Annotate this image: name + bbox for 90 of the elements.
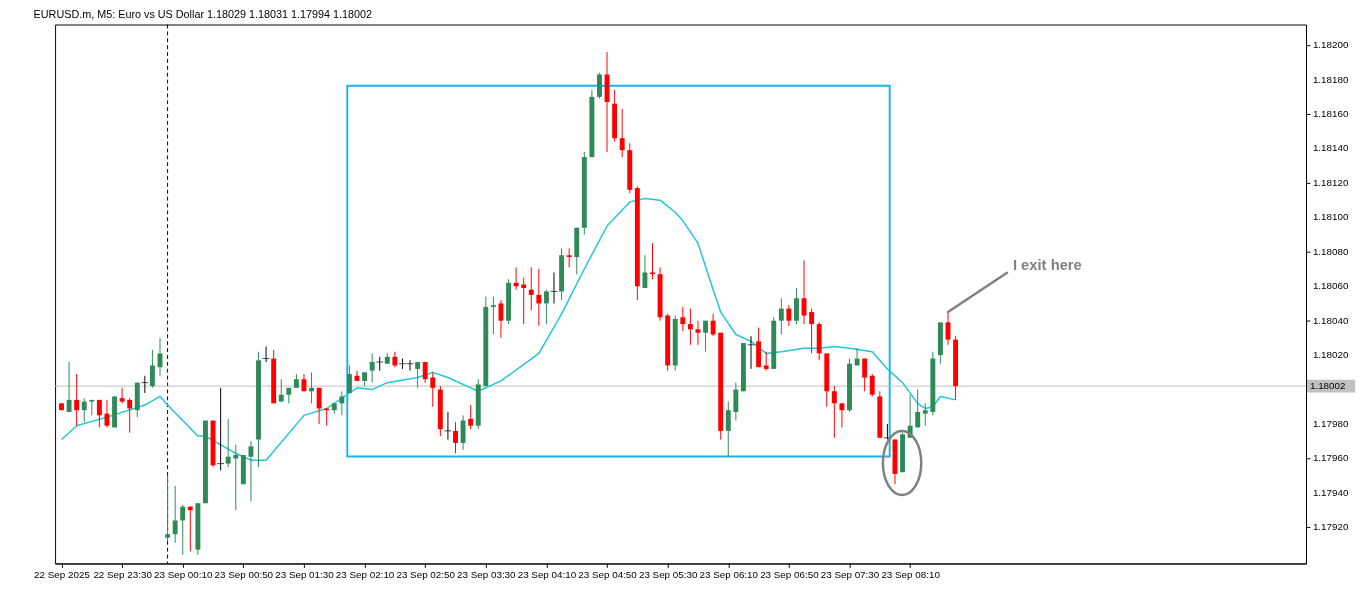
candlestick xyxy=(430,371,436,408)
x-tick-label: 23 Sep 07:30 xyxy=(820,568,880,580)
candlestick xyxy=(392,351,398,368)
candlestick xyxy=(217,387,225,471)
candlestick xyxy=(778,297,784,335)
candlestick xyxy=(733,382,739,422)
x-tick-label: 23 Sep 00:10 xyxy=(153,568,213,580)
candlestick xyxy=(725,401,731,458)
candlestick xyxy=(66,361,72,413)
x-tick-label: 23 Sep 00:50 xyxy=(214,568,274,580)
x-tick-label: 23 Sep 06:50 xyxy=(760,568,820,580)
y-tick-label: 1.18040 xyxy=(1312,314,1349,326)
y-tick-label: 1.17960 xyxy=(1312,452,1349,464)
candlestick xyxy=(369,352,375,384)
line-series xyxy=(60,197,957,461)
x-tick-label: 23 Sep 02:50 xyxy=(396,568,456,580)
candlestick xyxy=(922,402,928,427)
candlestick xyxy=(339,390,345,416)
candlestick xyxy=(680,306,686,332)
annotation: I exit here xyxy=(1012,256,1082,273)
candlestick xyxy=(346,364,352,394)
candlestick xyxy=(801,259,807,325)
candlestick xyxy=(490,296,496,335)
candlestick xyxy=(650,242,655,280)
candlestick xyxy=(180,504,186,556)
candlestick xyxy=(687,308,693,346)
candlestick xyxy=(468,404,474,430)
candlestick xyxy=(862,358,868,392)
candlestick xyxy=(278,378,284,403)
candlestick xyxy=(444,411,452,440)
chart-title: EURUSD.m, M5: Euro vs US Dollar 1.18029 1.18031 1.17994 1.18002 xyxy=(33,8,373,21)
candlestick xyxy=(453,421,458,454)
candlestick xyxy=(460,414,466,451)
y-tick-label: 1.18120 xyxy=(1312,176,1349,188)
candlestick xyxy=(528,266,534,311)
candlestick xyxy=(376,356,384,372)
candlestick xyxy=(74,373,80,427)
candlestick xyxy=(172,485,178,544)
candlestick xyxy=(422,361,428,384)
candlestick xyxy=(81,397,87,423)
candlestick xyxy=(119,387,125,404)
x-tick-label: 22 Sep 23:30 xyxy=(93,568,153,580)
x-tick-label: 23 Sep 06:10 xyxy=(699,568,759,580)
y-tick-label: 1.18080 xyxy=(1312,245,1349,257)
y-tick-label: 1.18200 xyxy=(1312,39,1349,51)
candlestick xyxy=(316,387,322,425)
candlestick xyxy=(619,108,625,158)
y-tick-label: 1.17980 xyxy=(1312,417,1349,429)
candlestick xyxy=(536,268,542,327)
candlestick xyxy=(225,418,231,468)
candlestick xyxy=(831,385,837,439)
y-tick-label: 1.17920 xyxy=(1312,521,1349,533)
candlestick xyxy=(703,320,708,353)
candlestick xyxy=(597,72,602,100)
candlestick xyxy=(96,399,102,428)
x-tick-label: 23 Sep 01:30 xyxy=(275,568,335,580)
candlestick xyxy=(786,304,792,327)
candlestick xyxy=(809,308,815,354)
candlestick xyxy=(566,247,572,268)
x-tick-label: 23 Sep 05:30 xyxy=(638,568,698,580)
y-tick-label: 1.18020 xyxy=(1312,349,1349,361)
ref-line-label: 1.18002 xyxy=(1309,380,1346,392)
x-tick-label: 23 Sep 03:30 xyxy=(457,568,517,580)
x-tick-label: 23 Sep 04:50 xyxy=(578,568,638,580)
candlestick xyxy=(695,320,701,346)
x-tick-label: 23 Sep 08:10 xyxy=(881,568,941,580)
candlestick xyxy=(415,361,421,389)
y-tick-label: 1.18160 xyxy=(1312,108,1349,120)
candlestick xyxy=(763,351,769,372)
candlestick xyxy=(248,440,254,502)
candlestick xyxy=(149,349,155,389)
candlestick xyxy=(794,287,799,325)
y-tick-label: 1.18180 xyxy=(1312,73,1349,85)
candlestick xyxy=(543,289,549,325)
candlestick xyxy=(915,389,921,428)
y-tick-label: 1.18140 xyxy=(1312,142,1349,154)
candlestick xyxy=(262,346,270,363)
candlestick xyxy=(642,254,648,289)
candlestick xyxy=(710,313,716,337)
candlestick xyxy=(127,397,133,434)
x-tick-label: 22 Sep 2025 xyxy=(34,568,91,580)
candlestick xyxy=(869,373,875,397)
candlestick xyxy=(141,375,149,394)
y-tick-label: 1.18100 xyxy=(1312,211,1349,223)
x-tick-label: 23 Sep 04:10 xyxy=(517,568,577,580)
y-tick-label: 1.17940 xyxy=(1312,486,1349,498)
candlestick xyxy=(165,475,171,542)
y-tick-label: 1.18060 xyxy=(1312,280,1349,292)
x-tick-label: 23 Sep 02:10 xyxy=(335,568,395,580)
candlestick xyxy=(839,402,845,428)
